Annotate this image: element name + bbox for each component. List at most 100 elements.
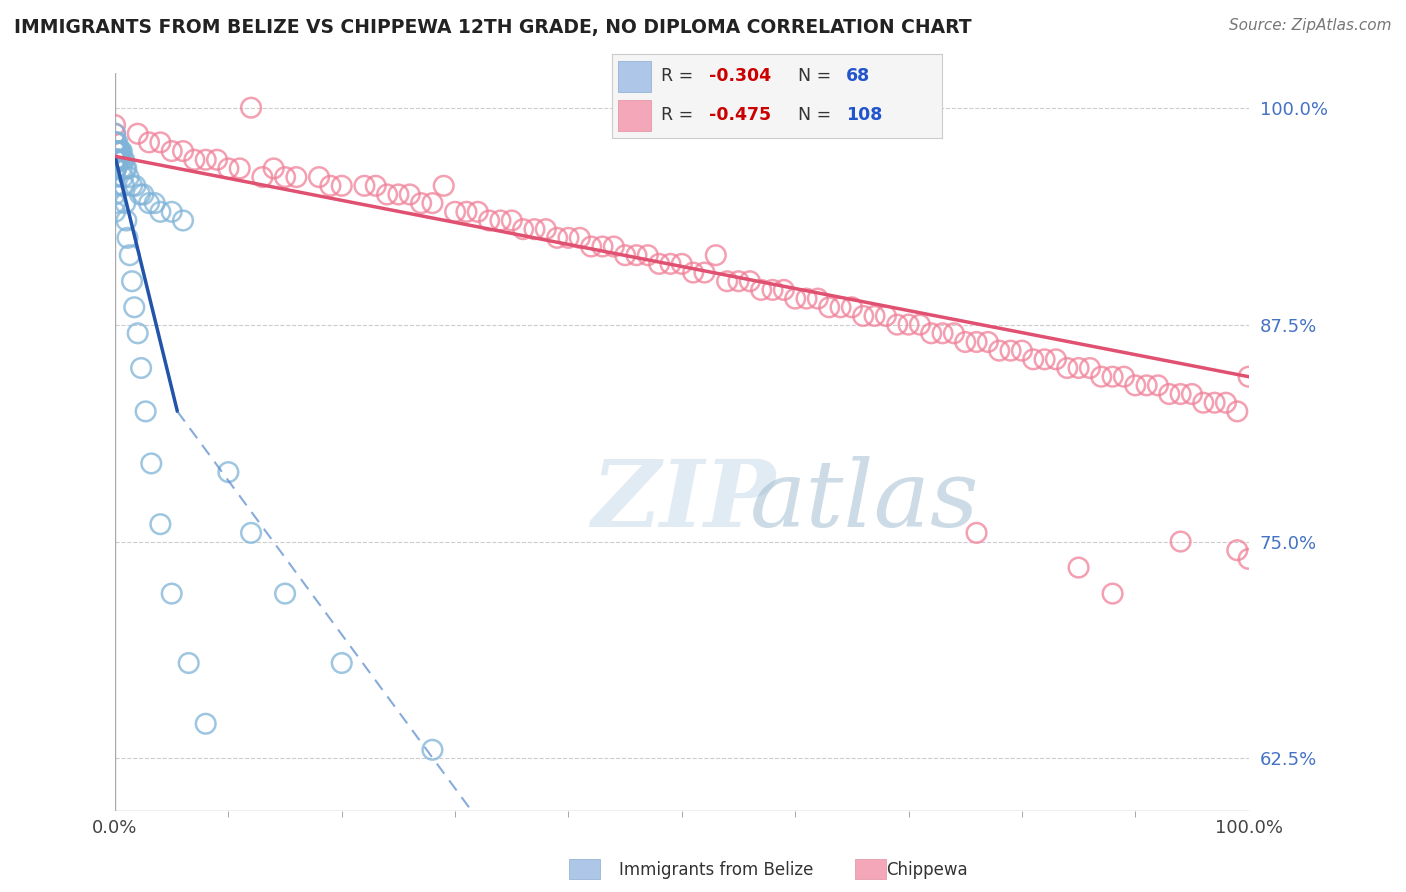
Point [160, 586, 183, 600]
Point [112, 153, 135, 167]
Point [104, 204, 127, 219]
Point [205, 153, 228, 167]
Point [127, 127, 149, 141]
Point [1181, 387, 1204, 401]
Point [124, 178, 146, 193]
Point [105, 144, 128, 158]
Point [716, 274, 738, 288]
Point [240, 101, 263, 115]
Point [105, 136, 128, 150]
Point [637, 248, 659, 262]
Point [285, 170, 308, 185]
Point [841, 300, 863, 314]
Bar [619, 62, 651, 92]
Point [626, 248, 648, 262]
Point [908, 318, 931, 332]
Point [942, 326, 965, 341]
Point [117, 231, 139, 245]
Point [330, 656, 353, 670]
Point [1226, 543, 1249, 558]
Point [1056, 361, 1078, 376]
Point [274, 586, 297, 600]
Point [1101, 586, 1123, 600]
Point [1067, 560, 1090, 574]
Point [107, 144, 129, 158]
Point [104, 144, 127, 158]
Point [129, 187, 152, 202]
Point [115, 161, 138, 176]
Point [104, 153, 127, 167]
Point [104, 127, 127, 141]
Point [149, 204, 172, 219]
Point [603, 239, 626, 253]
Point [489, 213, 512, 227]
Point [108, 144, 131, 158]
Point [897, 318, 920, 332]
Point [111, 161, 134, 176]
Point [217, 465, 239, 479]
Point [104, 136, 127, 150]
Point [149, 136, 172, 150]
Point [523, 222, 546, 236]
Point [501, 213, 523, 227]
Point [478, 213, 501, 227]
Point [830, 300, 852, 314]
Point [194, 153, 217, 167]
Point [467, 204, 489, 219]
Point [108, 153, 131, 167]
Point [953, 334, 976, 349]
Point [217, 161, 239, 176]
Point [124, 300, 146, 314]
Point [433, 178, 456, 193]
Point [761, 283, 783, 297]
Point [135, 404, 157, 418]
Text: Source: ZipAtlas.com: Source: ZipAtlas.com [1229, 18, 1392, 33]
Point [785, 292, 807, 306]
Point [704, 248, 727, 262]
Point [104, 170, 127, 185]
Point [263, 161, 285, 176]
Point [252, 170, 274, 185]
Point [920, 326, 942, 341]
Point [115, 213, 138, 227]
Point [807, 292, 830, 306]
Point [129, 361, 152, 376]
Point [104, 127, 127, 141]
Point [121, 178, 143, 193]
Text: atlas: atlas [749, 456, 980, 546]
Point [1204, 395, 1226, 409]
Point [364, 178, 387, 193]
Point [110, 144, 132, 158]
Point [104, 178, 127, 193]
Point [138, 196, 160, 211]
Text: 68: 68 [846, 68, 870, 86]
Point [409, 196, 432, 211]
Point [149, 517, 172, 532]
Point [160, 144, 183, 158]
Point [931, 326, 953, 341]
Point [121, 274, 143, 288]
Point [105, 144, 128, 158]
Point [160, 204, 183, 219]
Point [818, 300, 841, 314]
Point [104, 118, 127, 132]
Point [1123, 378, 1146, 392]
Point [110, 153, 132, 167]
Point [105, 161, 128, 176]
Point [108, 144, 131, 158]
Point [1170, 387, 1192, 401]
Point [104, 196, 127, 211]
Point [738, 274, 761, 288]
Point [107, 153, 129, 167]
Point [534, 222, 557, 236]
Point [1215, 395, 1237, 409]
Point [988, 343, 1011, 358]
Text: Chippewa: Chippewa [886, 861, 967, 879]
Point [105, 144, 128, 158]
Point [274, 170, 297, 185]
Point [111, 153, 134, 167]
Point [1136, 378, 1159, 392]
Point [557, 231, 579, 245]
Point [1090, 369, 1112, 384]
Text: R =: R = [661, 68, 693, 86]
